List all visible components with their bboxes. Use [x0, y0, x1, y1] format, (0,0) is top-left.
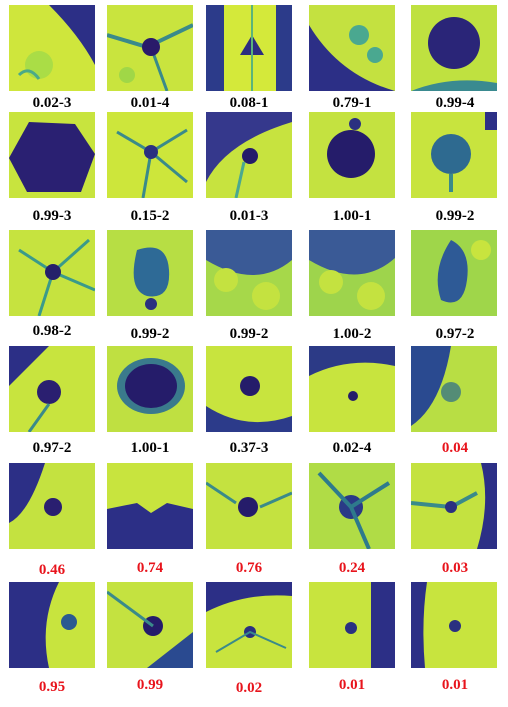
nodule-patch-image — [411, 582, 497, 668]
patch-cell: 0.99-3 — [8, 112, 96, 224]
nodule-patch-image — [206, 463, 292, 549]
patch-cell: 0.97-2 — [8, 346, 96, 456]
patch-label: 0.98-2 — [32, 323, 72, 339]
patch-label: 1.00-1 — [130, 440, 170, 456]
patch-label: 1.00-1 — [332, 208, 372, 224]
patch-label: 0.24 — [338, 560, 366, 576]
patch-label: 0.97-2 — [32, 440, 72, 456]
patch-cell: 0.37-3 — [205, 346, 293, 456]
nodule-patch-image — [309, 112, 395, 198]
nodule-patch-image — [9, 230, 95, 316]
patch-label: 0.37-3 — [229, 440, 269, 456]
patch-cell: 0.97-2 — [411, 230, 499, 342]
patch-cell: 0.03 — [411, 463, 499, 576]
patch-label: 0.99-2 — [435, 208, 475, 224]
patch-cell: 0.04 — [411, 346, 499, 456]
nodule-patch-image — [206, 112, 292, 198]
patch-label: 0.74 — [136, 560, 164, 576]
nodule-patch-image — [309, 582, 395, 668]
patch-cell: 0.99-2 — [106, 230, 194, 342]
patch-label: 0.08-1 — [229, 95, 269, 111]
patch-cell: 0.08-1 — [205, 5, 293, 115]
nodule-patch-image — [107, 582, 193, 668]
patch-cell: 1.00-1 — [106, 346, 194, 456]
patch-label: 0.76 — [235, 560, 263, 576]
patch-label: 0.02 — [235, 680, 263, 696]
patch-label: 0.46 — [38, 562, 66, 578]
patch-cell: 0.95 — [8, 582, 96, 695]
patch-cell: 0.15-2 — [106, 112, 194, 224]
patch-cell: 0.99-4 — [411, 5, 499, 115]
nodule-patch-image — [206, 346, 292, 432]
patch-cell: 0.02-4 — [308, 346, 396, 456]
patch-label: 0.04 — [441, 440, 469, 456]
patch-label: 0.15-2 — [130, 208, 170, 224]
patch-label: 0.97-2 — [435, 326, 475, 342]
nodule-patch-image — [309, 5, 395, 91]
patch-label: 0.99-2 — [229, 326, 269, 342]
nodule-patch-image — [107, 230, 193, 316]
nodule-patch-image — [206, 230, 292, 316]
patch-label: 0.01-3 — [229, 208, 269, 224]
patch-cell: 0.01 — [308, 582, 396, 693]
patch-label: 0.01-4 — [130, 95, 170, 111]
nodule-patch-image — [309, 230, 395, 316]
patch-cell: 0.99 — [106, 582, 194, 693]
nodule-patch-image — [309, 346, 395, 432]
patch-cell: 0.01-3 — [205, 112, 293, 224]
nodule-patch-image — [107, 5, 193, 91]
nodule-patch-image — [9, 112, 95, 198]
nodule-patch-image — [411, 463, 497, 549]
nodule-patch-image — [107, 112, 193, 198]
nodule-patch-image — [411, 5, 497, 91]
patch-cell: 0.99-2 — [411, 112, 499, 224]
patch-label: 0.01 — [441, 677, 469, 693]
patch-cell: 0.01-4 — [106, 5, 194, 115]
nodule-patch-image — [411, 112, 497, 198]
patch-label: 0.02-4 — [332, 440, 372, 456]
patch-cell: 0.24 — [308, 463, 396, 576]
patch-label: 0.99 — [136, 677, 164, 693]
nodule-patch-image — [309, 463, 395, 549]
nodule-patch-image — [9, 582, 95, 668]
patch-label: 0.03 — [441, 560, 469, 576]
patch-label: 0.01 — [338, 677, 366, 693]
patch-cell: 0.98-2 — [8, 230, 96, 340]
patch-label: 1.00-2 — [332, 326, 372, 342]
patch-cell: 0.46 — [8, 463, 96, 578]
patch-label: 0.99-2 — [130, 326, 170, 342]
patch-label: 0.99-4 — [435, 95, 475, 111]
nodule-patch-image — [9, 463, 95, 549]
nodule-patch-image — [9, 346, 95, 432]
patch-cell: 0.79-1 — [308, 5, 396, 115]
patch-cell: 1.00-1 — [308, 112, 396, 224]
nodule-patch-image — [9, 5, 95, 91]
patch-cell: 0.74 — [106, 463, 194, 576]
nodule-patch-image — [107, 463, 193, 549]
patch-cell: 0.01 — [411, 582, 499, 693]
patch-cell: 0.76 — [205, 463, 293, 576]
patch-cell: 0.02-3 — [8, 5, 96, 115]
nodule-patch-image — [206, 582, 292, 668]
nodule-patch-image — [206, 5, 292, 91]
patch-cell: 1.00-2 — [308, 230, 396, 342]
nodule-patch-image — [107, 346, 193, 432]
nodule-patch-image — [411, 346, 497, 432]
patch-label: 0.95 — [38, 679, 66, 695]
patch-label: 0.02-3 — [32, 95, 72, 111]
patch-label: 0.79-1 — [332, 95, 372, 111]
patch-cell: 0.02 — [205, 582, 293, 696]
nodule-patch-image — [411, 230, 497, 316]
patch-cell: 0.99-2 — [205, 230, 293, 342]
patch-label: 0.99-3 — [32, 208, 72, 224]
